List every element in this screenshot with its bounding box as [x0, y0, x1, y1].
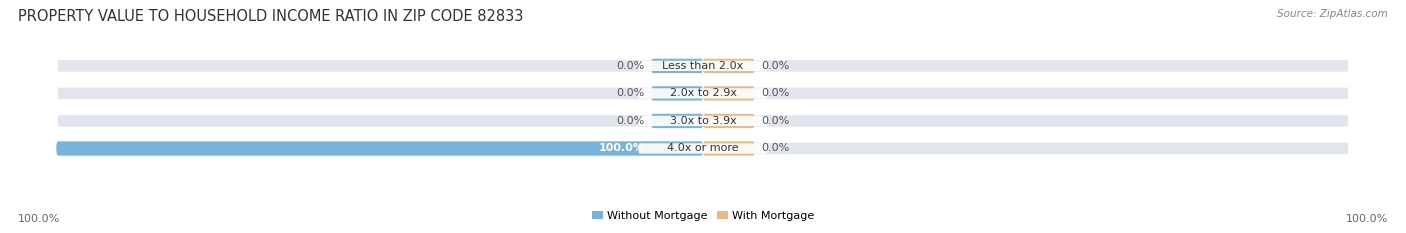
FancyBboxPatch shape: [56, 59, 1350, 73]
FancyBboxPatch shape: [703, 114, 755, 128]
FancyBboxPatch shape: [56, 114, 1350, 128]
FancyBboxPatch shape: [651, 86, 703, 101]
FancyBboxPatch shape: [638, 116, 768, 126]
FancyBboxPatch shape: [56, 86, 1350, 101]
Text: 0.0%: 0.0%: [761, 116, 789, 126]
Text: 0.0%: 0.0%: [761, 61, 789, 71]
FancyBboxPatch shape: [56, 141, 1350, 156]
FancyBboxPatch shape: [638, 88, 768, 99]
Text: Less than 2.0x: Less than 2.0x: [662, 61, 744, 71]
Text: 0.0%: 0.0%: [761, 88, 789, 98]
Text: 3.0x to 3.9x: 3.0x to 3.9x: [669, 116, 737, 126]
FancyBboxPatch shape: [651, 59, 703, 73]
FancyBboxPatch shape: [703, 141, 755, 156]
FancyBboxPatch shape: [638, 143, 768, 154]
FancyBboxPatch shape: [651, 114, 703, 128]
FancyBboxPatch shape: [638, 61, 768, 71]
Text: 0.0%: 0.0%: [617, 88, 645, 98]
Text: 0.0%: 0.0%: [617, 116, 645, 126]
Text: 100.0%: 100.0%: [18, 214, 60, 224]
Text: 2.0x to 2.9x: 2.0x to 2.9x: [669, 88, 737, 98]
Text: 4.0x or more: 4.0x or more: [668, 144, 738, 154]
Text: 0.0%: 0.0%: [617, 61, 645, 71]
FancyBboxPatch shape: [703, 86, 755, 101]
Text: 100.0%: 100.0%: [1346, 214, 1388, 224]
Text: Source: ZipAtlas.com: Source: ZipAtlas.com: [1277, 9, 1388, 19]
FancyBboxPatch shape: [56, 141, 703, 156]
Text: 100.0%: 100.0%: [599, 144, 645, 154]
Legend: Without Mortgage, With Mortgage: Without Mortgage, With Mortgage: [588, 206, 818, 225]
Text: 0.0%: 0.0%: [761, 144, 789, 154]
Text: PROPERTY VALUE TO HOUSEHOLD INCOME RATIO IN ZIP CODE 82833: PROPERTY VALUE TO HOUSEHOLD INCOME RATIO…: [18, 9, 523, 24]
FancyBboxPatch shape: [703, 59, 755, 73]
